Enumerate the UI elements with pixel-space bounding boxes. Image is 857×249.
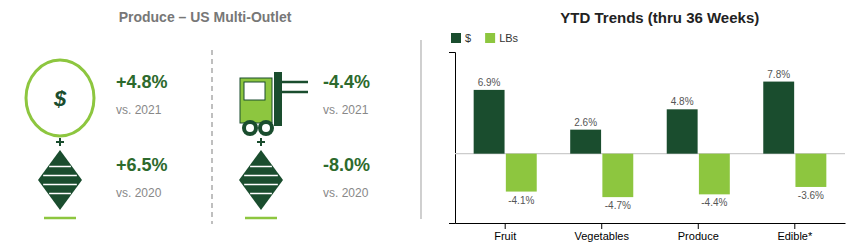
bar <box>667 109 698 153</box>
info-divider <box>211 50 213 224</box>
forklift-mast <box>274 72 282 126</box>
dollar-icon: $ <box>26 60 94 136</box>
data-label: 2.6% <box>574 117 597 128</box>
bar <box>699 154 730 195</box>
forklift-fork <box>282 91 308 94</box>
lbs-icon-plus <box>257 138 265 146</box>
info-label: vs. 2020 <box>323 186 369 200</box>
bars <box>474 82 827 198</box>
lbs-icon-stripe <box>49 193 71 195</box>
bar <box>602 154 633 197</box>
legend-label: $ <box>465 32 471 44</box>
forklift-body <box>240 78 272 123</box>
lbs-icon-stripe <box>43 175 77 177</box>
forklift-fork <box>282 81 308 84</box>
forklift-wheel <box>258 120 274 136</box>
bar <box>474 90 505 154</box>
data-labels: 6.9% 2.6% 4.8% 7.8% -4.1% -4.7% -4.4% -3.6% <box>478 69 824 212</box>
panel-separator <box>420 40 421 219</box>
forklift-window <box>244 82 265 100</box>
legend-swatch <box>451 33 461 43</box>
plot: 6.9% 2.6% 4.8% 7.8% -4.1% -4.7% -4.4% -3.6% Frui… <box>449 53 846 242</box>
chart-title: YTD Trends (thru 36 Weeks) <box>560 9 759 26</box>
y-axis-line <box>449 53 456 224</box>
x-axis: Fruit Vegetables Produce Edible* <box>456 223 846 242</box>
bar <box>570 130 601 154</box>
x-tick-label: Produce <box>678 230 719 242</box>
lbs-icon-minus <box>245 217 277 220</box>
info-label: vs. 2020 <box>116 186 162 200</box>
legend-swatch <box>485 33 495 43</box>
bar <box>795 154 826 187</box>
x-tick: Edible* <box>777 223 813 242</box>
legend: $ LBs <box>451 32 519 44</box>
lbs-icon-stripe <box>250 193 272 195</box>
data-label: -4.1% <box>508 195 534 206</box>
data-label: 6.9% <box>478 77 501 88</box>
lbs-icon-diamond <box>38 150 82 210</box>
info-label: vs. 2021 <box>116 103 162 117</box>
info-panel: Produce – US Multi-Outlet $ +4.8% vs. 2021 +… <box>26 9 370 224</box>
x-tick-label: Edible* <box>777 230 813 242</box>
dollar-icon-text: $ <box>53 86 67 111</box>
lbs-icon-stripe <box>43 184 77 186</box>
legend-label: LBs <box>499 32 518 44</box>
forklift-hub <box>262 124 270 132</box>
data-label: -4.7% <box>605 200 631 211</box>
x-tick-label: Fruit <box>494 230 516 242</box>
forklift-hub <box>246 124 254 132</box>
lbs-icon-stripe <box>49 166 71 168</box>
x-tick: Vegetables <box>575 223 630 242</box>
bar <box>506 154 537 192</box>
forklift-icon <box>240 72 308 136</box>
lbs-icon-stripe <box>250 166 272 168</box>
info-value: -4.4% <box>323 72 370 92</box>
x-tick-mark <box>698 223 699 229</box>
info-title: Produce – US Multi-Outlet <box>119 9 292 25</box>
data-label: -3.6% <box>798 190 824 201</box>
info-value: +4.8% <box>116 72 168 92</box>
lbs-icon <box>239 138 283 218</box>
x-tick: Produce <box>678 223 719 242</box>
forklift-wheel <box>242 120 258 136</box>
legend-item: $ <box>451 32 471 44</box>
data-label: 7.8% <box>767 69 790 80</box>
lbs-icon-diamond <box>239 150 283 210</box>
lbs-icon-stripe <box>244 175 278 177</box>
info-value: -8.0% <box>323 155 370 175</box>
lbs-icon <box>38 138 82 218</box>
x-tick: Fruit <box>494 223 516 242</box>
x-tick-mark <box>505 223 506 229</box>
x-tick-mark <box>794 223 795 229</box>
lbs-icon-stripe <box>244 184 278 186</box>
data-label: 4.8% <box>671 96 694 107</box>
x-axis-line <box>456 223 846 224</box>
x-tick-mark <box>601 223 602 229</box>
data-label: -4.4% <box>701 197 727 208</box>
dollar-icon-ring <box>26 60 94 136</box>
info-label: vs. 2021 <box>323 103 369 117</box>
bar <box>763 82 794 154</box>
y-axis <box>449 53 456 224</box>
legend-item: LBs <box>485 32 518 44</box>
lbs-icon-minus <box>44 217 76 220</box>
x-tick-label: Vegetables <box>575 230 630 242</box>
lbs-icon-plus <box>56 138 64 146</box>
info-value: +6.5% <box>116 155 168 175</box>
